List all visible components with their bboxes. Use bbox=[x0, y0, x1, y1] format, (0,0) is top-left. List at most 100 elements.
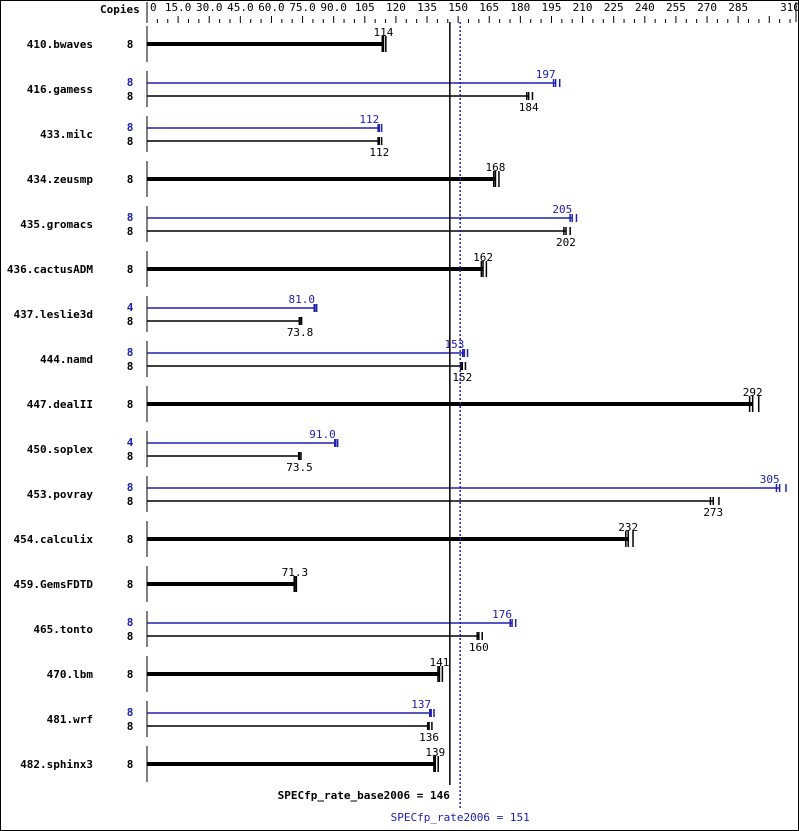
base-value-label: 141 bbox=[430, 656, 450, 669]
copies-header: Copies bbox=[100, 3, 140, 16]
benchmark-name: 454.calculix bbox=[14, 533, 94, 546]
axis-tick-label: 0 bbox=[150, 1, 157, 14]
benchmark-name: 435.gromacs bbox=[20, 218, 93, 231]
benchmark-row: 453.povray 8 305 8 273 bbox=[27, 473, 787, 519]
peak-value-label: 137 bbox=[411, 698, 431, 711]
axis-tick-label: 180 bbox=[510, 1, 530, 14]
benchmark-row: 433.milc 8 112 8 112 bbox=[40, 113, 389, 159]
benchmark-row: 450.soplex 4 91.0 8 73.5 bbox=[27, 428, 339, 474]
benchmark-row: 434.zeusmp 8 168 bbox=[27, 161, 506, 197]
axis-tick-label: 45.0 bbox=[227, 1, 254, 14]
benchmark-name: 465.tonto bbox=[33, 623, 93, 636]
peak-copies: 4 bbox=[127, 436, 134, 449]
base-value-label: 112 bbox=[369, 146, 389, 159]
base-value-label: 184 bbox=[519, 101, 539, 114]
peak-copies: 8 bbox=[127, 76, 134, 89]
benchmark-row: 465.tonto 8 176 8 160 bbox=[33, 608, 517, 654]
base-value-label: 71.3 bbox=[282, 566, 309, 579]
axis-tick-label: 60.0 bbox=[258, 1, 285, 14]
peak-value-label: 112 bbox=[359, 113, 379, 126]
benchmark-row: 470.lbm 8 141 bbox=[47, 656, 450, 692]
axis-tick-label: 195 bbox=[542, 1, 562, 14]
peak-copies: 8 bbox=[127, 706, 134, 719]
peak-copies: 8 bbox=[127, 211, 134, 224]
benchmark-name: 416.gamess bbox=[27, 83, 93, 96]
base-copies: 8 bbox=[127, 360, 134, 373]
benchmark-name: 459.GemsFDTD bbox=[14, 578, 94, 591]
benchmark-row: 416.gamess 8 197 8 184 bbox=[27, 68, 561, 114]
benchmark-row: 437.leslie3d 4 81.0 8 73.8 bbox=[14, 293, 318, 339]
benchmark-name: 470.lbm bbox=[47, 668, 94, 681]
peak-value-label: 305 bbox=[760, 473, 780, 486]
base-value-label: 160 bbox=[469, 641, 489, 654]
peak-value-label: 197 bbox=[536, 68, 556, 81]
benchmark-row: 454.calculix 8 232 bbox=[14, 521, 638, 557]
base-copies: 8 bbox=[127, 173, 134, 186]
axis-tick-label: 150 bbox=[448, 1, 468, 14]
benchmark-name: 481.wrf bbox=[47, 713, 93, 726]
peak-copies: 8 bbox=[127, 481, 134, 494]
peak-value-label: 91.0 bbox=[309, 428, 336, 441]
base-copies: 8 bbox=[127, 668, 134, 681]
benchmark-row: 435.gromacs 8 205 8 202 bbox=[20, 203, 578, 249]
base-copies: 8 bbox=[127, 315, 134, 328]
axis-tick-label: 120 bbox=[386, 1, 406, 14]
base-value-label: 232 bbox=[618, 521, 638, 534]
base-value-label: 139 bbox=[425, 746, 445, 759]
base-copies: 8 bbox=[127, 263, 134, 276]
axis-tick-label: 90.0 bbox=[320, 1, 347, 14]
axis-tick-label: 165 bbox=[479, 1, 499, 14]
benchmark-name: 453.povray bbox=[27, 488, 94, 501]
benchmark-name: 447.dealII bbox=[27, 398, 93, 411]
base-copies: 8 bbox=[127, 758, 134, 771]
axis-tick-label: 255 bbox=[666, 1, 686, 14]
base-value-label: 273 bbox=[703, 506, 723, 519]
benchmark-name: 444.namd bbox=[40, 353, 93, 366]
benchmark-row: 482.sphinx3 8 139 bbox=[20, 746, 445, 782]
base-summary-label: SPECfp_rate_base2006 = 146 bbox=[278, 789, 451, 802]
axis-tick-label: 225 bbox=[604, 1, 624, 14]
base-copies: 8 bbox=[127, 225, 134, 238]
axis-tick-label: 240 bbox=[635, 1, 655, 14]
peak-value-label: 205 bbox=[552, 203, 572, 216]
axis-tick-label: 15.0 bbox=[165, 1, 192, 14]
benchmark-row: 481.wrf 8 137 8 136 bbox=[47, 698, 439, 744]
base-copies: 8 bbox=[127, 720, 134, 733]
peak-value-label: 176 bbox=[492, 608, 512, 621]
benchmark-name: 482.sphinx3 bbox=[20, 758, 93, 771]
base-copies: 8 bbox=[127, 495, 134, 508]
base-copies: 8 bbox=[127, 578, 134, 591]
base-value-label: 202 bbox=[556, 236, 576, 249]
peak-summary-label: SPECfp_rate2006 = 151 bbox=[391, 811, 530, 824]
base-copies: 8 bbox=[127, 450, 134, 463]
axis-tick-label: 310 bbox=[780, 1, 799, 14]
benchmark-row: 410.bwaves 8 114 bbox=[27, 26, 394, 62]
base-value-label: 168 bbox=[486, 161, 506, 174]
base-value-label: 136 bbox=[419, 731, 439, 744]
base-value-label: 114 bbox=[374, 26, 394, 39]
peak-copies: 8 bbox=[127, 346, 134, 359]
base-value-label: 73.5 bbox=[286, 461, 313, 474]
benchmark-name: 450.soplex bbox=[27, 443, 94, 456]
axis-tick-label: 75.0 bbox=[289, 1, 316, 14]
axis-tick-label: 135 bbox=[417, 1, 437, 14]
benchmark-name: 437.leslie3d bbox=[14, 308, 93, 321]
peak-value-label: 153 bbox=[444, 338, 464, 351]
base-copies: 8 bbox=[127, 135, 134, 148]
benchmark-name: 410.bwaves bbox=[27, 38, 93, 51]
base-copies: 8 bbox=[127, 398, 134, 411]
benchmark-name: 434.zeusmp bbox=[27, 173, 94, 186]
benchmark-row: 459.GemsFDTD 8 71.3 bbox=[14, 566, 309, 602]
axis-tick-label: 105 bbox=[355, 1, 375, 14]
axis-tick-label: 270 bbox=[697, 1, 717, 14]
axis-tick-label: 30.0 bbox=[196, 1, 223, 14]
benchmark-row: 444.namd 8 153 8 152 bbox=[40, 338, 472, 384]
base-copies: 8 bbox=[127, 630, 134, 643]
axis-tick-label: 285 bbox=[728, 1, 748, 14]
peak-value-label: 81.0 bbox=[289, 293, 316, 306]
benchmark-name: 433.milc bbox=[40, 128, 93, 141]
benchmark-row: 436.cactusADM 8 162 bbox=[7, 251, 493, 287]
base-copies: 8 bbox=[127, 533, 134, 546]
